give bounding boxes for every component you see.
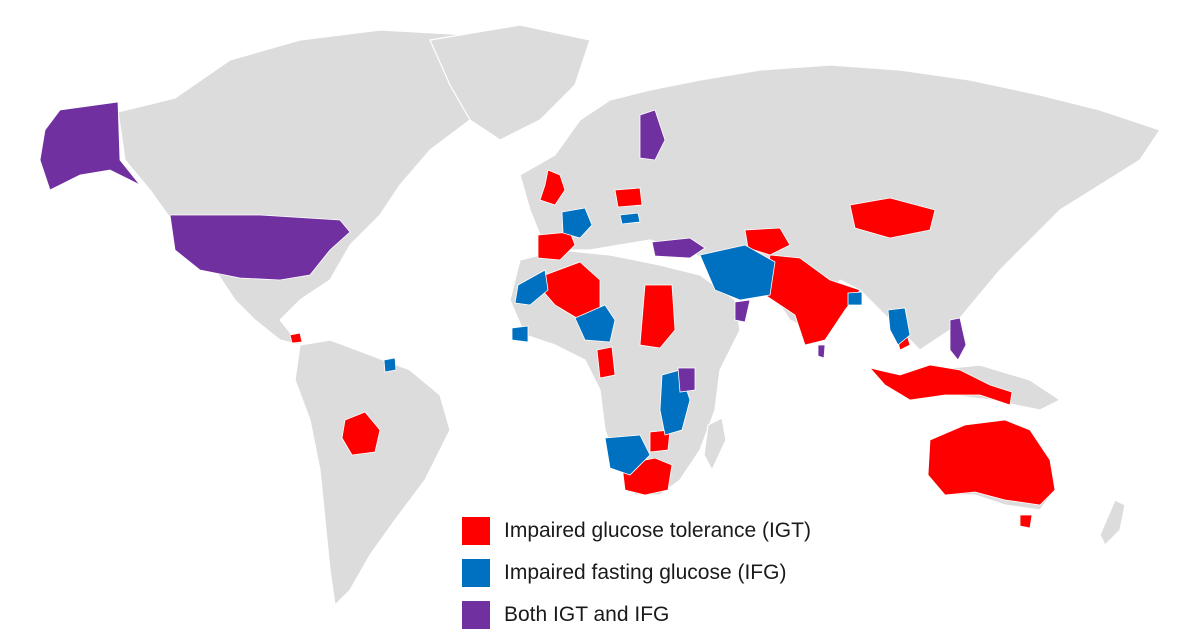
country-guyana <box>383 357 397 373</box>
ifg-countries <box>383 207 911 476</box>
country-australia <box>927 419 1056 506</box>
country-turkey <box>651 237 706 259</box>
legend-item-ifg: Impaired fasting glucose (IFG) <box>462 552 811 594</box>
legend-label-ifg: Impaired fasting glucose (IFG) <box>504 561 787 584</box>
legend-swatch-ifg <box>462 559 490 587</box>
country-vietnam <box>887 307 911 346</box>
country-philippines <box>949 317 967 361</box>
country-sudan <box>639 284 676 349</box>
legend-label-igt: Impaired glucose tolerance (IGT) <box>504 519 811 542</box>
country-sri-lanka <box>817 344 826 359</box>
country-hungary <box>619 212 641 225</box>
country-namibia-botswana <box>604 434 651 476</box>
country-mongolia <box>849 197 936 239</box>
country-morocco <box>514 269 549 306</box>
country-bangladesh <box>847 291 863 306</box>
country-usa <box>169 214 351 281</box>
land-greenland <box>429 24 591 141</box>
legend-item-igt: Impaired glucose tolerance (IGT) <box>462 510 811 552</box>
country-poland <box>614 187 643 208</box>
country-oman <box>734 299 751 323</box>
country-zimbabwe <box>649 429 671 453</box>
country-iran <box>699 244 776 301</box>
legend: Impaired glucose tolerance (IGT) Impaire… <box>462 510 811 636</box>
legend-label-both: Both IGT and IFG <box>504 603 670 626</box>
igt-countries <box>289 169 1056 529</box>
country-niger-chad <box>574 304 616 343</box>
both-countries <box>39 101 967 393</box>
country-cameroon <box>596 346 616 379</box>
land-new-zealand <box>1099 499 1126 546</box>
country-iran-pakistan-india <box>764 254 861 346</box>
country-alaska <box>39 101 141 191</box>
country-kazakhstan-south <box>744 227 791 256</box>
country-france <box>561 207 593 239</box>
country-nicaragua <box>289 332 303 344</box>
land-south-america <box>294 339 451 606</box>
legend-swatch-both <box>462 601 490 629</box>
country-kenya <box>677 367 696 393</box>
country-indonesia <box>868 364 1013 406</box>
country-finland <box>639 109 666 161</box>
country-mauritania <box>511 325 529 343</box>
legend-item-both: Both IGT and IFG <box>462 594 811 636</box>
country-uk <box>539 169 566 206</box>
country-tasmania <box>1019 514 1033 529</box>
land-madagascar <box>703 417 727 471</box>
country-bolivia <box>341 411 381 456</box>
legend-swatch-igt <box>462 517 490 545</box>
